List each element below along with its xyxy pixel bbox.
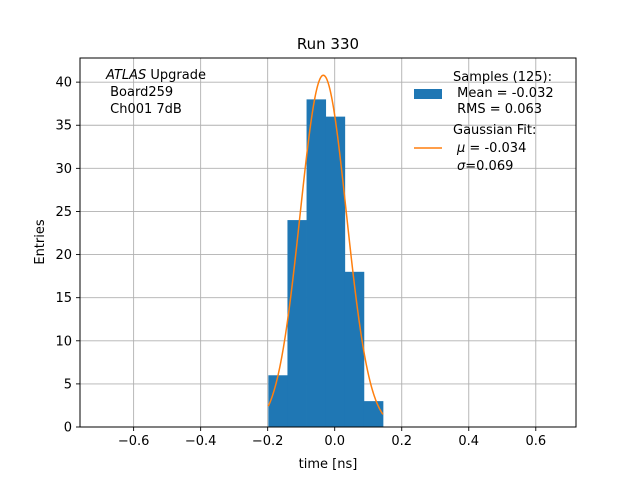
annotation-channel: Ch001 7dB: [106, 102, 182, 117]
histogram-bar: [287, 220, 307, 427]
legend-samples-title: Samples (125):: [453, 70, 552, 85]
histogram-bar: [344, 271, 365, 427]
y-tick-label: 30: [55, 162, 72, 177]
chart-title: Run 330: [297, 35, 359, 53]
legend-fit-sigma-symbol: σ: [457, 159, 466, 174]
legend-samples-rms: RMS = 0.063: [453, 102, 542, 117]
plot-frame: [79, 57, 577, 428]
legend-fit-mu: μ = -0.034: [456, 141, 526, 156]
y-tick-label: 40: [55, 76, 72, 91]
y-axis-label: Entries: [33, 219, 48, 265]
legend-fit-mu-symbol: μ: [456, 141, 465, 156]
annotation-experiment-line: ATLAS Upgrade: [105, 68, 206, 83]
histogram-bar: [306, 99, 327, 427]
x-tick-label: −0.6: [118, 434, 150, 449]
y-tick-label: 5: [64, 377, 72, 392]
gaussian-fit-curve: [267, 74, 384, 415]
y-tick-label: 10: [55, 334, 72, 349]
legend: Samples (125): Mean = -0.032 RMS = 0.063…: [414, 70, 554, 174]
legend-fit-title: Gaussian Fit:: [453, 123, 536, 138]
x-tick-label: −0.2: [252, 434, 284, 449]
x-tick-label: 0.2: [391, 434, 412, 449]
histogram-bar: [325, 116, 346, 428]
gaussian-fit-layer: [267, 74, 384, 415]
x-tick-label: 0.6: [525, 434, 546, 449]
y-tick-label: 20: [55, 248, 72, 263]
legend-samples-swatch: [414, 89, 442, 99]
legend-fit-mu-value: = -0.034: [465, 141, 526, 156]
legend-fit-sigma-value: =0.069: [465, 159, 513, 174]
x-axis-label: time [ns]: [299, 457, 358, 472]
legend-fit-sigma: σ=0.069: [457, 159, 513, 174]
annotation-experiment: ATLAS: [105, 68, 146, 83]
histogram-bars: [268, 99, 384, 428]
histogram-bar: [363, 401, 384, 427]
x-tick-label: −0.4: [185, 434, 217, 449]
legend-samples-mean: Mean = -0.032: [453, 86, 554, 101]
y-tick-label: 0: [64, 421, 72, 436]
annotation-experiment-suffix: Upgrade: [146, 68, 206, 83]
histogram-bar: [268, 375, 288, 427]
annotation-board: Board259: [106, 85, 173, 100]
x-tick-label: 0.0: [324, 434, 345, 449]
y-tick-label: 15: [55, 291, 72, 306]
y-tick-label: 35: [55, 119, 72, 134]
x-tick-label: 0.4: [458, 434, 479, 449]
y-tick-label: 25: [55, 205, 72, 220]
axis-ticks: −0.6 −0.4 −0.2 0.0 0.2 0.4 0.6 0 5 10 15 20 25 30 35 40: [55, 76, 546, 449]
atlas-annotation: ATLAS Upgrade Board259 Ch001 7dB: [105, 68, 206, 117]
